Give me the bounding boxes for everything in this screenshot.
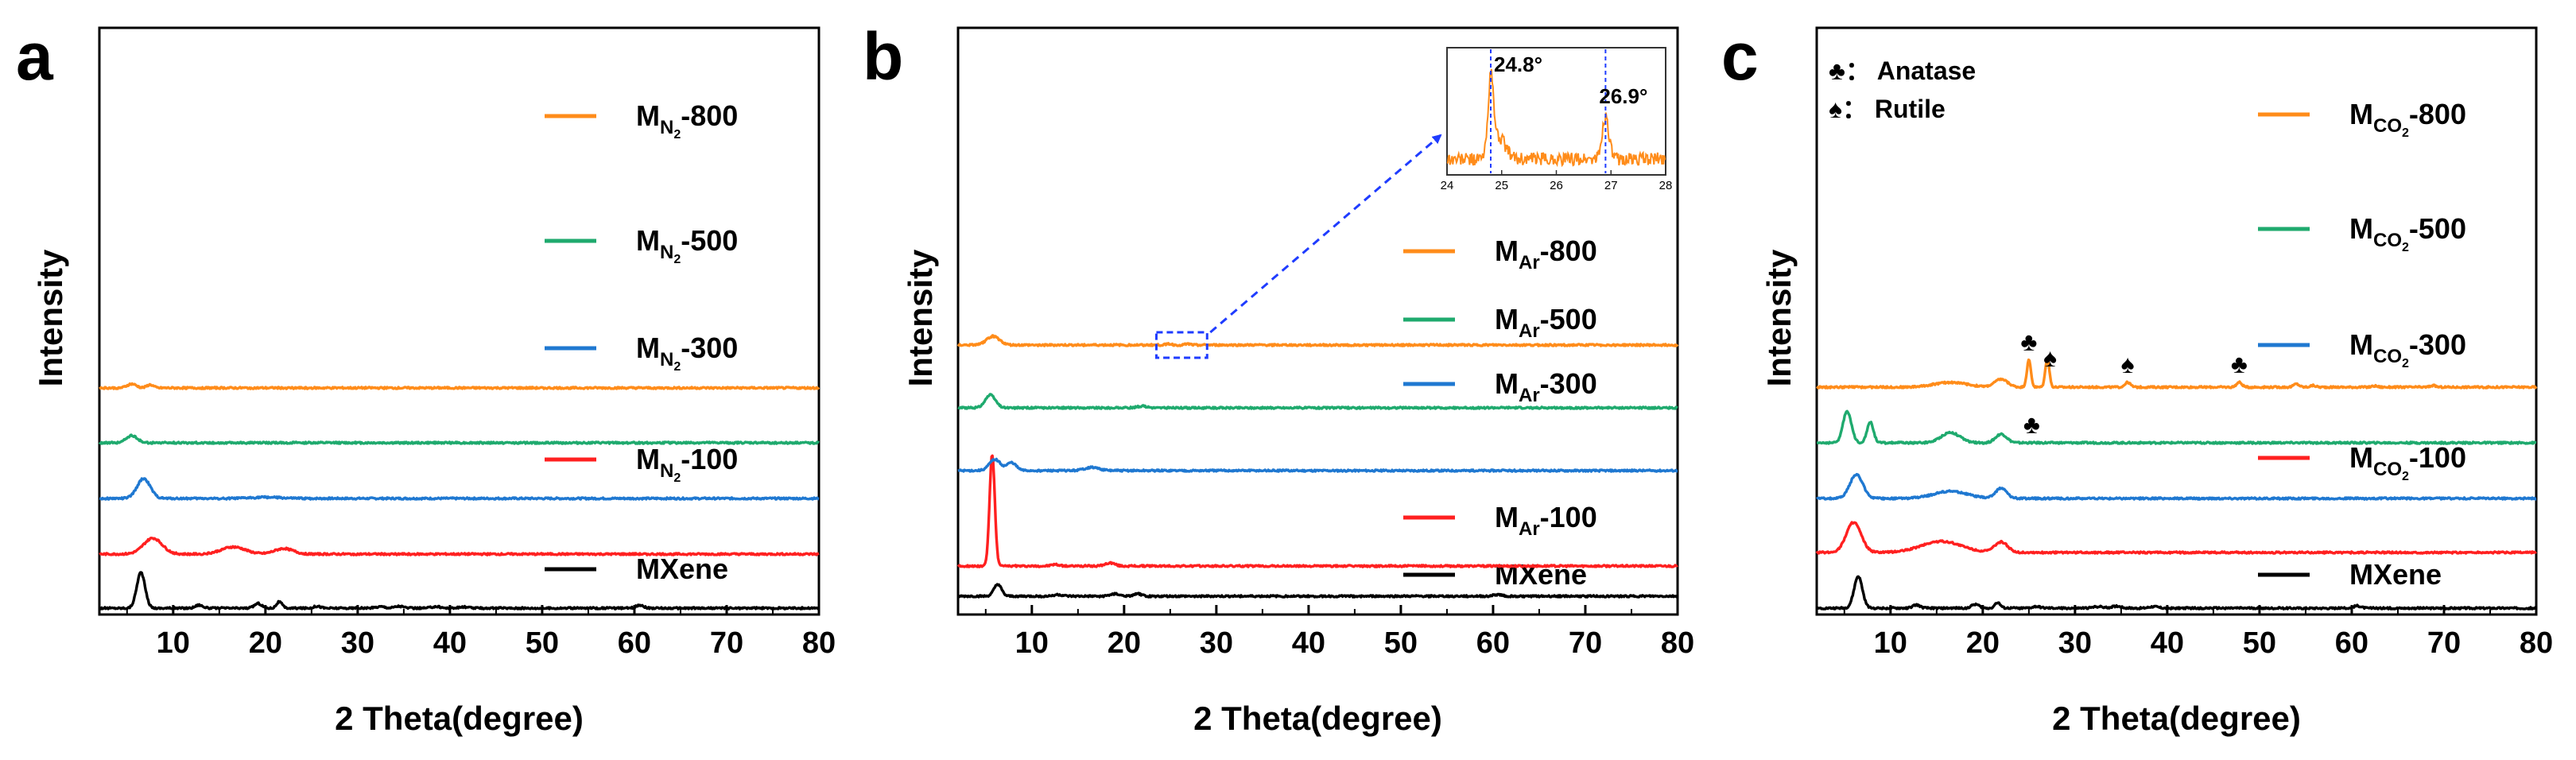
x-tick-label: 10 xyxy=(157,626,190,660)
series-trace-mn2-800 xyxy=(99,382,821,390)
y-axis-title: Intensity xyxy=(32,249,69,386)
series-trace-mco2-300 xyxy=(1816,472,2537,501)
inset-tick-label: 27 xyxy=(1604,179,1618,192)
panel-c: 10 20 30 40 50 60 70 80 2 Theta(degree) Intensity… xyxy=(1721,19,2553,737)
x-tick-label: 80 xyxy=(2520,626,2553,660)
rutile-marker: ♠ xyxy=(2043,343,2057,372)
series-trace-mar-800 xyxy=(956,334,1679,347)
x-tick-label: 10 xyxy=(1874,626,1907,660)
phase-legend-anatase: ♣： Anatase xyxy=(1829,56,1976,85)
x-tick-label: 80 xyxy=(1661,626,1694,660)
legend-label-mco2-800: MCO2-800 xyxy=(2349,98,2466,140)
panel-b: 10 20 30 40 50 60 70 80 2 Theta(degree) Intensity… xyxy=(863,19,1694,737)
anatase-marker: ♣ xyxy=(2231,350,2248,378)
panel-letter: a xyxy=(16,19,54,94)
legend-label-mar-500: MAr-500 xyxy=(1495,303,1597,342)
x-tick-label: 80 xyxy=(802,626,836,660)
phase-legend-rutile: ♠： Rutile xyxy=(1829,95,1946,123)
series-trace-mn2-500 xyxy=(98,433,820,445)
series-trace-mxene xyxy=(98,571,820,611)
zoom-region-box xyxy=(1154,331,1208,359)
x-tick-label: 60 xyxy=(1476,626,1510,660)
x-tick-label: 20 xyxy=(1966,626,2000,660)
legend-label-mar-100: MAr-100 xyxy=(1495,501,1597,540)
inset-zoom: 24 25 26 27 28 24.8° 26.9° xyxy=(1441,47,1673,192)
legend-label-mar-800: MAr-800 xyxy=(1495,235,1597,273)
x-tick-label: 40 xyxy=(1292,626,1325,660)
inset-trace xyxy=(1446,68,1666,168)
inset-peak-label: 24.8° xyxy=(1494,52,1542,76)
x-tick-label: 50 xyxy=(526,626,559,660)
panel-letter: b xyxy=(863,19,903,94)
series-trace-mco2-100 xyxy=(1815,521,2537,555)
x-tick-label: 30 xyxy=(1200,626,1233,660)
series-trace-mco2-500 xyxy=(1816,409,2537,445)
series-trace-mco2-800 xyxy=(1816,358,2538,390)
legend-label-mn2-500: MN2-500 xyxy=(636,224,738,266)
series-trace-mar-300 xyxy=(957,457,1678,473)
series-trace-mn2-300 xyxy=(99,477,820,501)
series-trace-mar-100 xyxy=(956,454,1678,568)
x-axis-title: 2 Theta(degree) xyxy=(335,700,584,737)
series-trace-mxene xyxy=(957,583,1679,599)
plot-frame xyxy=(98,26,821,616)
legend-label-mxene: MXene xyxy=(636,553,728,585)
x-tick-label: 10 xyxy=(1015,626,1049,660)
x-axis-title: 2 Theta(degree) xyxy=(2052,700,2301,737)
x-axis-title: 2 Theta(degree) xyxy=(1193,700,1442,737)
x-tick-label: 40 xyxy=(2151,626,2184,660)
x-tick-label: 70 xyxy=(710,626,743,660)
series-trace-mn2-100 xyxy=(99,537,820,556)
anatase-marker: ♣ xyxy=(2020,328,2037,356)
legend-label-mco2-300: MCO2-300 xyxy=(2349,328,2466,370)
inset-tick-label: 25 xyxy=(1495,179,1508,192)
plot-frame xyxy=(1815,26,2538,616)
series-trace-mar-500 xyxy=(957,393,1678,410)
x-tick-label: 60 xyxy=(2335,626,2368,660)
x-tick-label: 70 xyxy=(2427,626,2461,660)
inset-tick-label: 24 xyxy=(1441,179,1454,192)
zoom-arrow xyxy=(1209,134,1442,334)
x-tick-label: 60 xyxy=(618,626,651,660)
x-tick-label: 50 xyxy=(1384,626,1418,660)
inset-tick-label: 28 xyxy=(1659,179,1673,192)
legend-label-mn2-300: MN2-300 xyxy=(636,332,738,374)
x-tick-label: 20 xyxy=(1108,626,1141,660)
y-axis-title: Intensity xyxy=(1760,249,1798,386)
series-trace-mxene xyxy=(1816,575,2538,611)
x-tick-label: 40 xyxy=(433,626,467,660)
legend-label-mco2-500: MCO2-500 xyxy=(2349,212,2466,254)
inset-peak-label: 26.9° xyxy=(1599,84,1647,108)
panel-letter: c xyxy=(1721,19,1759,94)
legend-label-mco2-100: MCO2-100 xyxy=(2349,441,2466,483)
plot-frame xyxy=(956,26,1679,616)
legend-label-mar-300: MAr-300 xyxy=(1495,367,1597,406)
x-tick-label: 30 xyxy=(341,626,374,660)
y-axis-title: Intensity xyxy=(902,249,939,386)
legend-label-mxene: MXene xyxy=(2349,558,2442,591)
x-tick-label: 50 xyxy=(2243,626,2276,660)
x-tick-label: 20 xyxy=(249,626,282,660)
legend-label-mxene: MXene xyxy=(1495,558,1587,591)
x-tick-label: 70 xyxy=(1569,626,1602,660)
panel-a: 10 20 30 40 50 60 70 80 2 Theta(degree) Intensity… xyxy=(16,19,836,737)
anatase-marker: ♣ xyxy=(2023,410,2040,439)
legend-label-mn2-100: MN2-100 xyxy=(636,443,738,485)
x-tick-label: 30 xyxy=(2058,626,2092,660)
rutile-marker: ♠ xyxy=(2121,350,2135,378)
legend-label-mn2-800: MN2-800 xyxy=(636,99,738,142)
inset-tick-label: 26 xyxy=(1550,179,1563,192)
